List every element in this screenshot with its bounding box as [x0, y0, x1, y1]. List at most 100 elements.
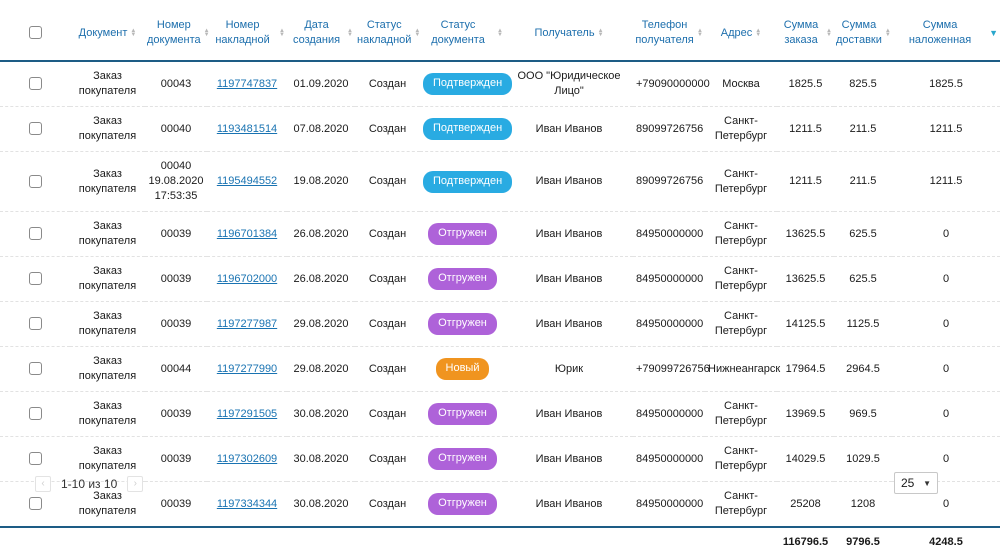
select-all-checkbox[interactable] [28, 26, 42, 40]
row-checkbox[interactable] [28, 227, 42, 241]
document-status-badge: Отгружен [428, 223, 497, 245]
cell-phone: 84950000000 [633, 256, 705, 302]
documents-table: Документ ▲ ▼ Номер документа ▲ ▼ Номер накладн… [0, 8, 1000, 556]
column-label: Статус документа [431, 19, 485, 46]
cell-document: Заказ покупателя [70, 436, 145, 482]
column-header-phone[interactable]: Телефон получателя ▲ ▼ [633, 8, 705, 62]
cell-address: Санкт-Петербург [705, 436, 777, 482]
cell-address: Санкт-Петербург [705, 106, 777, 152]
cell-doc-number: 00040 [145, 106, 207, 152]
cell-cod-sum: 0 [892, 256, 1000, 302]
cell-cod-sum: 0 [892, 346, 1000, 392]
invoice-number-link[interactable]: 1197291505 [216, 407, 278, 420]
column-header-cod-sum[interactable]: Сумма наложенная ▼ [892, 8, 1000, 62]
row-checkbox[interactable] [28, 122, 42, 136]
cell-phone: +79090000000 [633, 61, 710, 107]
table-row: Заказ покупателя 00040 1193481514 07.08.… [0, 106, 1000, 152]
column-label: Сумма доставки [836, 19, 882, 46]
column-header-invoice-status[interactable]: Статус накладной ▲ ▼ [355, 8, 420, 62]
cell-delivery-sum: 1029.5 [834, 436, 892, 482]
invoice-number-link[interactable]: 1197747837 [216, 77, 278, 90]
next-page-button[interactable]: › [127, 476, 144, 492]
cell-address: Санкт-Петербург [705, 256, 777, 302]
sort-icon: ▲ ▼ [130, 28, 137, 38]
cell-document: Заказ покупателя [70, 106, 145, 152]
cell-recipient: Иван Иванов [505, 211, 633, 257]
cell-created-date: 29.08.2020 [287, 346, 355, 392]
table-row: Заказ покупателя 00040 19.08.2020 17:53:… [0, 151, 1000, 212]
column-header-order-sum[interactable]: Сумма заказа ▲ ▼ [777, 8, 834, 62]
cell-created-date: 19.08.2020 [287, 151, 355, 212]
cell-delivery-sum: 625.5 [834, 211, 892, 257]
row-checkbox[interactable] [28, 317, 42, 331]
invoice-number-link[interactable]: 1197277987 [216, 317, 278, 330]
cell-address: Санкт-Петербург [705, 211, 777, 257]
document-status-badge: Отгружен [428, 448, 497, 470]
page-size-select[interactable]: 25 ▼ [894, 472, 938, 494]
column-label: Номер накладной [215, 19, 270, 46]
cell-document: Заказ покупателя [70, 151, 145, 212]
totals-spacer [0, 527, 777, 556]
sort-icon: ▲ ▼ [347, 28, 353, 38]
column-label: Дата создания [292, 19, 341, 46]
cell-phone: 84950000000 [633, 391, 705, 437]
cell-phone: 84950000000 [633, 436, 705, 482]
cell-order-sum: 13625.5 [777, 256, 834, 302]
cell-document: Заказ покупателя [70, 301, 145, 347]
invoice-number-link[interactable]: 1197277990 [216, 362, 278, 375]
document-status-badge: Подтвержден [423, 73, 513, 95]
row-checkbox[interactable] [28, 272, 42, 286]
invoice-number-link[interactable]: 1193481514 [216, 122, 278, 135]
cell-delivery-sum: 969.5 [834, 391, 892, 437]
total-order-sum: 116796.5 [782, 536, 829, 548]
sort-icon: ▲ ▼ [755, 28, 762, 38]
cell-order-sum: 25208 [777, 481, 834, 528]
cell-created-date: 01.09.2020 [287, 61, 355, 107]
cell-doc-number: 00043 [145, 61, 207, 107]
pagination-range-label: 1-10 из 10 [61, 477, 118, 491]
cell-recipient: ООО "Юридическое Лицо" [505, 61, 633, 107]
cell-invoice-status: Создан [355, 301, 420, 347]
prev-page-button[interactable]: ‹ [35, 476, 51, 492]
column-header-doc-number[interactable]: Номер документа ▲ ▼ [145, 8, 210, 62]
cell-cod-sum: 0 [892, 211, 1000, 257]
invoice-number-link[interactable]: 1196702000 [216, 272, 278, 285]
row-checkbox[interactable] [28, 174, 42, 188]
column-header-delivery-sum[interactable]: Сумма доставки ▲ ▼ [834, 8, 892, 62]
cell-recipient: Иван Иванов [505, 151, 633, 212]
cell-address: Санкт-Петербург [705, 301, 777, 347]
select-all-header [0, 8, 70, 62]
cell-address: Санкт-Петербург [705, 151, 777, 212]
cell-invoice-status: Создан [355, 61, 420, 107]
sort-icon: ▲ ▼ [497, 28, 503, 38]
cell-delivery-sum: 1125.5 [834, 301, 892, 347]
cell-invoice-status: Создан [355, 256, 420, 302]
document-status-badge: Отгружен [428, 268, 497, 290]
cell-order-sum: 1211.5 [777, 106, 834, 152]
column-header-address[interactable]: Адрес ▲ ▼ [705, 8, 777, 62]
row-checkbox[interactable] [28, 77, 42, 91]
invoice-number-link[interactable]: 1195494552 [216, 175, 278, 187]
cell-invoice-status: Создан [355, 106, 420, 152]
column-header-document[interactable]: Документ ▲ ▼ [70, 8, 145, 62]
invoice-number-link[interactable]: 1197302609 [216, 452, 278, 465]
sort-icon: ▲ ▼ [597, 28, 604, 38]
table-row: Заказ покупателя 00043 1197747837 01.09.… [0, 61, 1000, 107]
cell-phone: 84950000000 [633, 301, 705, 347]
row-checkbox[interactable] [28, 362, 42, 376]
column-header-doc-status[interactable]: Статус документа ▲ ▼ [420, 8, 505, 62]
invoice-number-link[interactable]: 1196701384 [216, 227, 278, 240]
column-header-created-date[interactable]: Дата создания ▲ ▼ [287, 8, 355, 62]
cell-recipient: Иван Иванов [505, 106, 633, 152]
cell-invoice-status: Создан [355, 151, 420, 212]
column-label: Статус накладной [357, 19, 412, 46]
column-label: Сумма наложенная [908, 19, 972, 46]
cell-document: Заказ покупателя [70, 211, 145, 257]
column-label: Сумма заказа [783, 19, 819, 46]
column-header-recipient[interactable]: Получатель ▲ ▼ [505, 8, 633, 62]
column-header-invoice-number[interactable]: Номер накладной ▲ ▼ [207, 8, 287, 62]
row-checkbox[interactable] [28, 407, 42, 421]
document-status-badge: Подтвержден [423, 118, 513, 140]
row-checkbox[interactable] [28, 452, 42, 466]
